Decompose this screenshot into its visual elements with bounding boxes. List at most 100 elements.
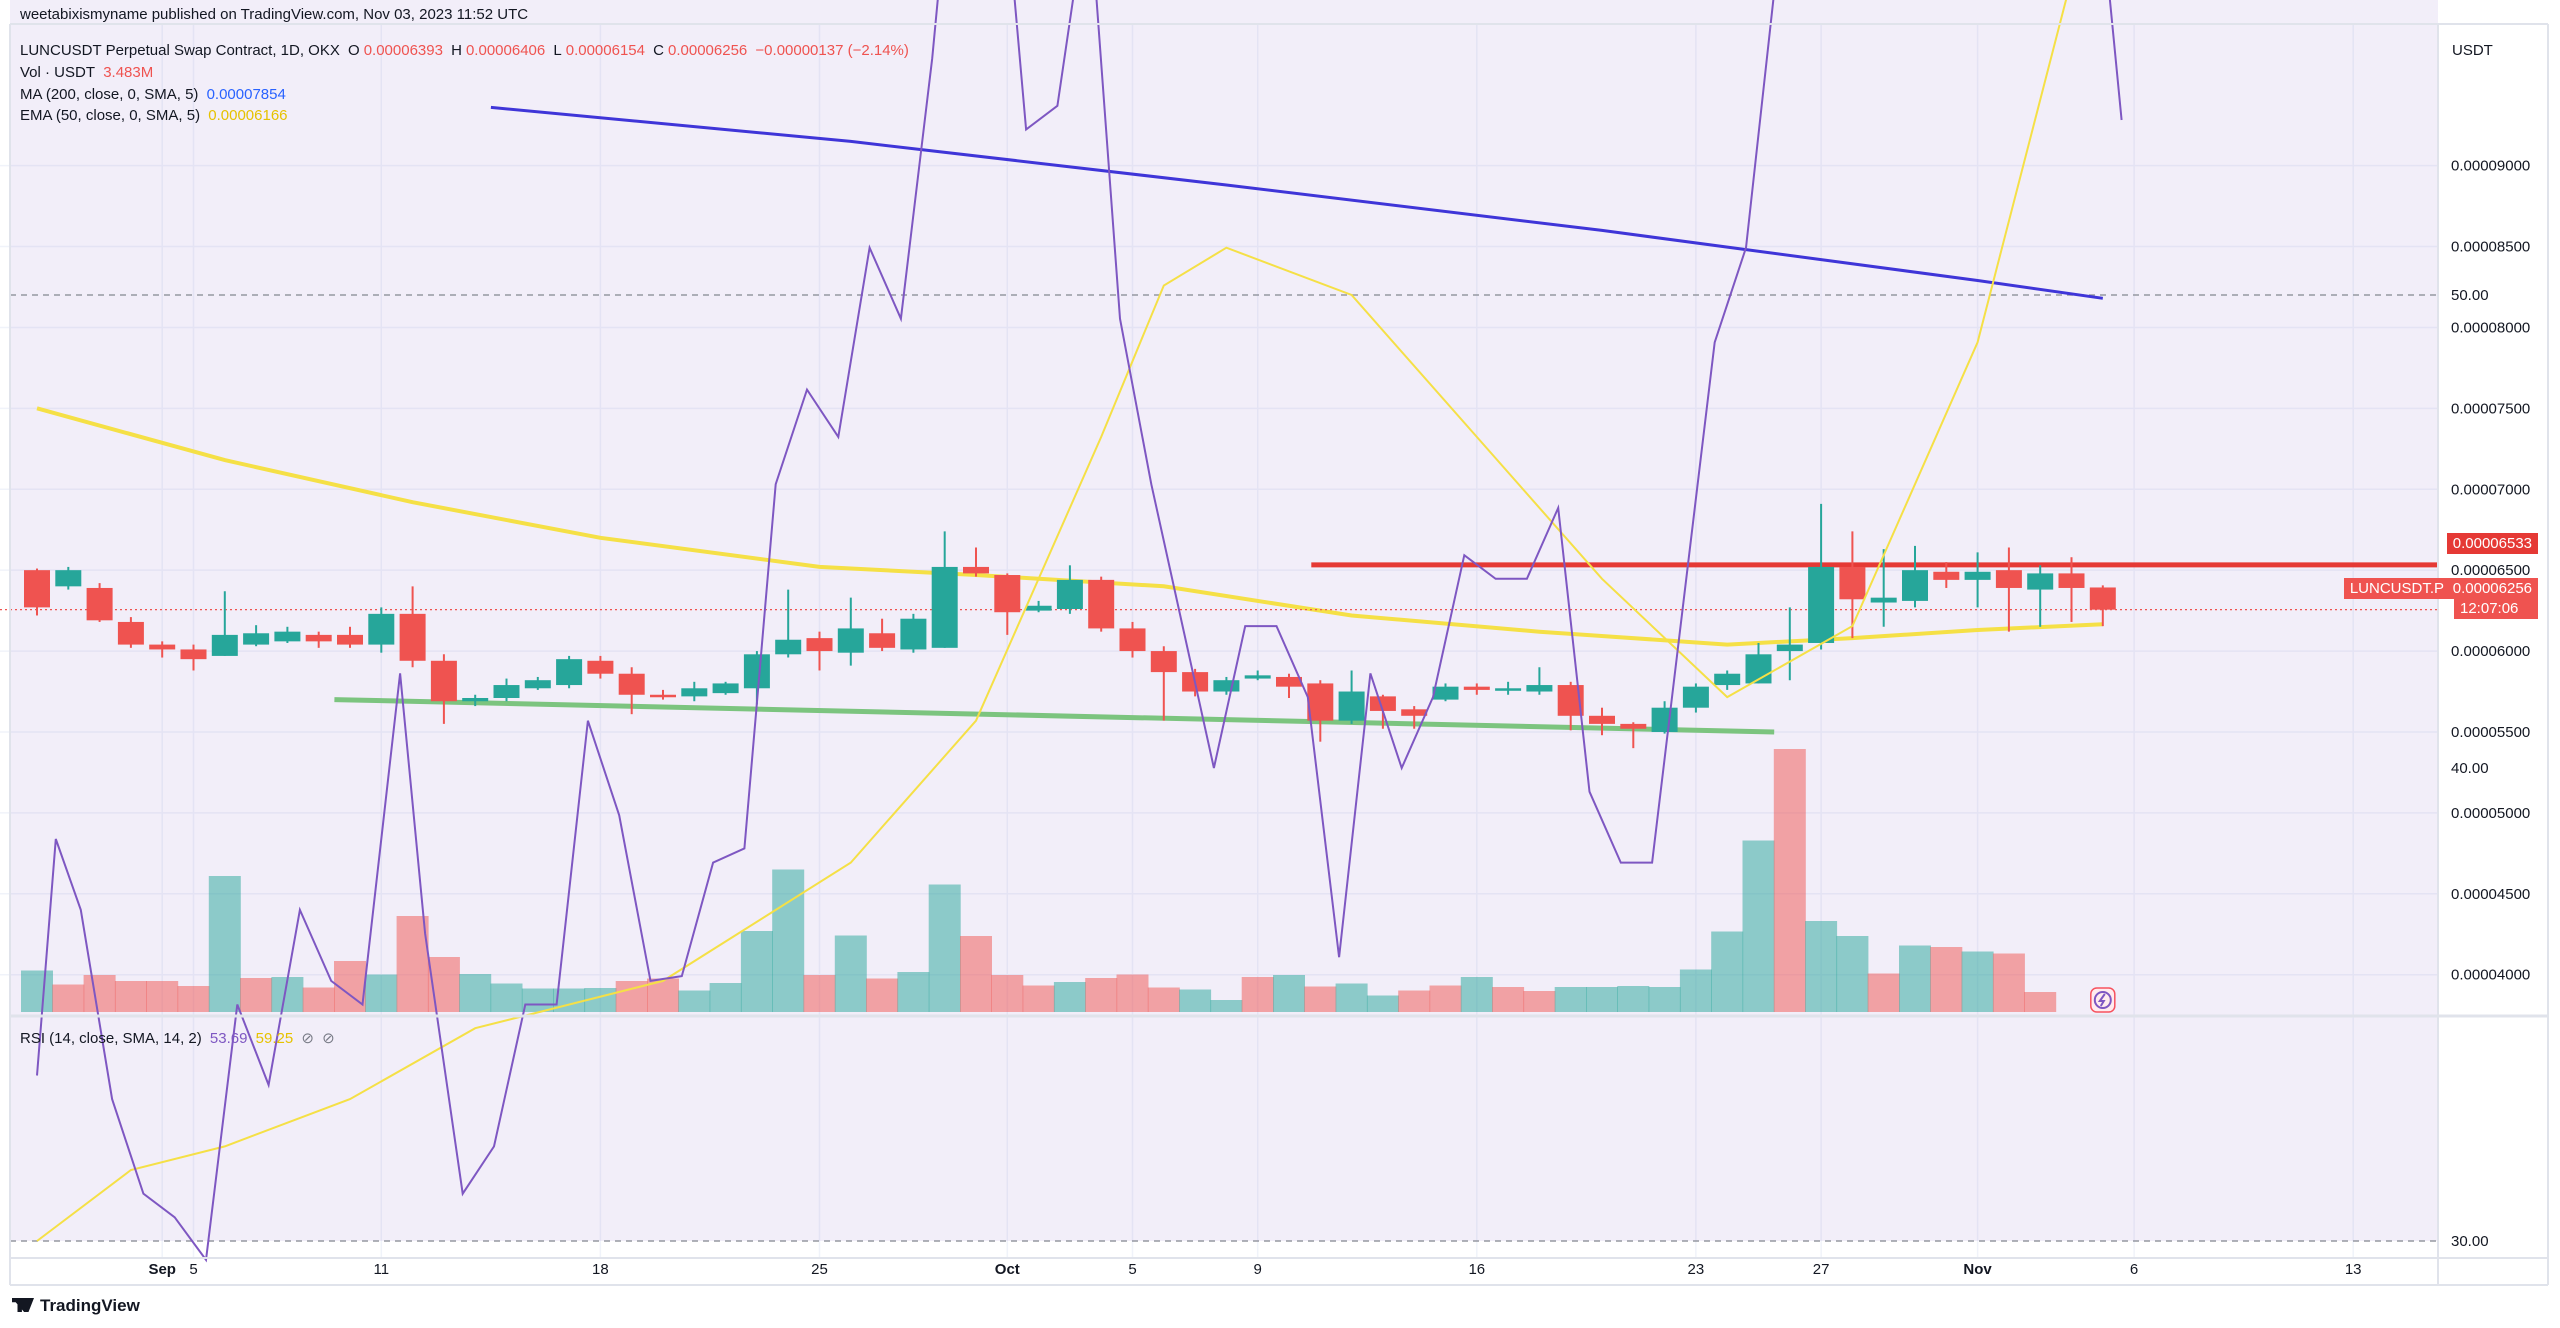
legend-ema-row[interactable]: EMA (50, close, 0, SMA, 5) 0.00006166 <box>20 107 292 124</box>
volume-bar <box>1022 985 1055 1012</box>
volume-bar <box>114 981 147 1012</box>
tradingview-logo-icon <box>12 1298 34 1312</box>
pane-separators <box>9 23 2549 1286</box>
rsi-tick-label: 40.00 <box>2451 760 2489 777</box>
open-value: 0.00006393 <box>363 42 443 59</box>
volume-bars <box>21 749 2057 1012</box>
candle-body <box>1307 683 1334 721</box>
time-tick-label: Sep <box>148 1261 176 1278</box>
volume-bar <box>177 986 210 1012</box>
publisher-line: weetabixismyname published on TradingVie… <box>20 6 532 23</box>
candle-body <box>1495 688 1522 691</box>
candle-body <box>1119 628 1146 652</box>
candle-body <box>994 575 1021 613</box>
candle-body <box>1244 675 1271 679</box>
volume-bar <box>1523 991 1556 1012</box>
candle-body <box>1902 570 1928 601</box>
candle-body <box>1463 686 1490 690</box>
volume-bar <box>21 970 53 1012</box>
volume-bar <box>146 981 179 1012</box>
volume-bar <box>1053 982 1086 1012</box>
volume-bar <box>928 884 961 1012</box>
candle-body <box>1839 566 1866 600</box>
candle-body <box>368 613 395 645</box>
candle-body <box>2027 573 2054 590</box>
change-value: −0.00000137 (−2.14%) <box>755 42 909 59</box>
candle-body <box>1620 723 1647 729</box>
support-trendline <box>334 697 1775 735</box>
volume-value: 3.483M <box>103 64 154 81</box>
candle-body <box>1276 676 1302 687</box>
candle-body <box>1933 571 1960 580</box>
symbol-name: LUNCUSDT Perpetual Swap Contract, 1D, OK… <box>20 42 340 59</box>
candle-body <box>149 644 176 650</box>
rsi-bands <box>10 294 2438 1242</box>
volume-bar <box>991 975 1024 1012</box>
ema-value: 0.00006166 <box>208 107 288 124</box>
candle-body <box>1526 685 1553 692</box>
candle-body <box>1870 597 1897 603</box>
volume-bar <box>1179 989 1212 1012</box>
time-tick-label: 11 <box>374 1261 390 1278</box>
last-price-tag: 0.00006256 <box>2446 578 2538 599</box>
candle-body <box>55 570 82 587</box>
rsi-settings-icon[interactable]: ⊘ <box>301 1030 314 1047</box>
rsi-hide-icon[interactable]: ⊘ <box>322 1030 335 1047</box>
price-tick-label: 0.00007000 <box>2451 481 2530 498</box>
candle-body <box>1401 709 1428 716</box>
volume-bar <box>83 975 116 1012</box>
candle-body <box>86 587 113 621</box>
rsi-ma-value: 59.25 <box>255 1030 294 1047</box>
ma-value: 0.00007854 <box>206 86 286 103</box>
volume-bar <box>1648 987 1681 1012</box>
candle-body <box>712 683 739 694</box>
candle-body <box>1776 644 1803 652</box>
time-tick-label: 6 <box>2130 1261 2138 1278</box>
candle-body <box>1338 691 1365 721</box>
legend-ma-row[interactable]: MA (200, close, 0, SMA, 5) 0.00007854 <box>20 86 290 103</box>
volume-bar <box>866 978 899 1012</box>
rsi-lines <box>36 0 2123 1263</box>
volume-bar <box>1554 987 1587 1012</box>
legend-rsi-row[interactable]: RSI (14, close, SMA, 14, 2) 53.69 59.25 … <box>20 1029 339 1047</box>
price-tick-label: 0.00005500 <box>2451 724 2530 741</box>
volume-bar <box>1492 987 1525 1012</box>
volume-bar <box>740 931 773 1012</box>
volume-bar <box>1679 969 1712 1012</box>
volume-bar <box>459 974 492 1012</box>
close-label: C <box>653 42 664 59</box>
candle-body <box>399 613 426 661</box>
price-tick-label: 0.00008500 <box>2451 239 2530 256</box>
candle-body <box>1589 715 1615 724</box>
rsi-value: 53.69 <box>209 1030 248 1047</box>
time-tick-label: Oct <box>995 1261 1020 1278</box>
low-label: L <box>553 42 562 59</box>
candle-body <box>2089 587 2116 610</box>
candle-body <box>806 638 833 652</box>
volume-bar <box>208 876 241 1012</box>
legend-volume-row[interactable]: Vol · USDT 3.483M <box>20 64 157 81</box>
currency-label[interactable]: USDT <box>2452 42 2493 59</box>
candle-body <box>1808 566 1835 643</box>
price-tick-label: 0.00007500 <box>2451 400 2530 417</box>
price-tick-label: 0.00006500 <box>2451 562 2530 579</box>
ma-label: MA (200, close, 0, SMA, 5) <box>20 86 199 103</box>
volume-bar <box>1617 986 1650 1012</box>
tradingview-logo[interactable]: TradingView <box>12 1296 140 1316</box>
candle-body <box>1432 686 1459 700</box>
candle-body <box>493 685 520 698</box>
candle-body <box>462 697 489 702</box>
candle-body <box>1088 579 1115 629</box>
candle-body <box>1213 680 1240 692</box>
candle-body <box>180 649 207 660</box>
volume-bar <box>2024 992 2057 1012</box>
branding-text: TradingView <box>40 1296 140 1315</box>
volume-bar <box>1836 936 1869 1012</box>
candle-body <box>931 566 958 648</box>
volume-bar <box>52 984 85 1012</box>
candle-body <box>1995 570 2022 588</box>
high-label: H <box>451 42 462 59</box>
price-tick-label: 0.00004500 <box>2451 886 2530 903</box>
candle-body <box>650 694 676 698</box>
